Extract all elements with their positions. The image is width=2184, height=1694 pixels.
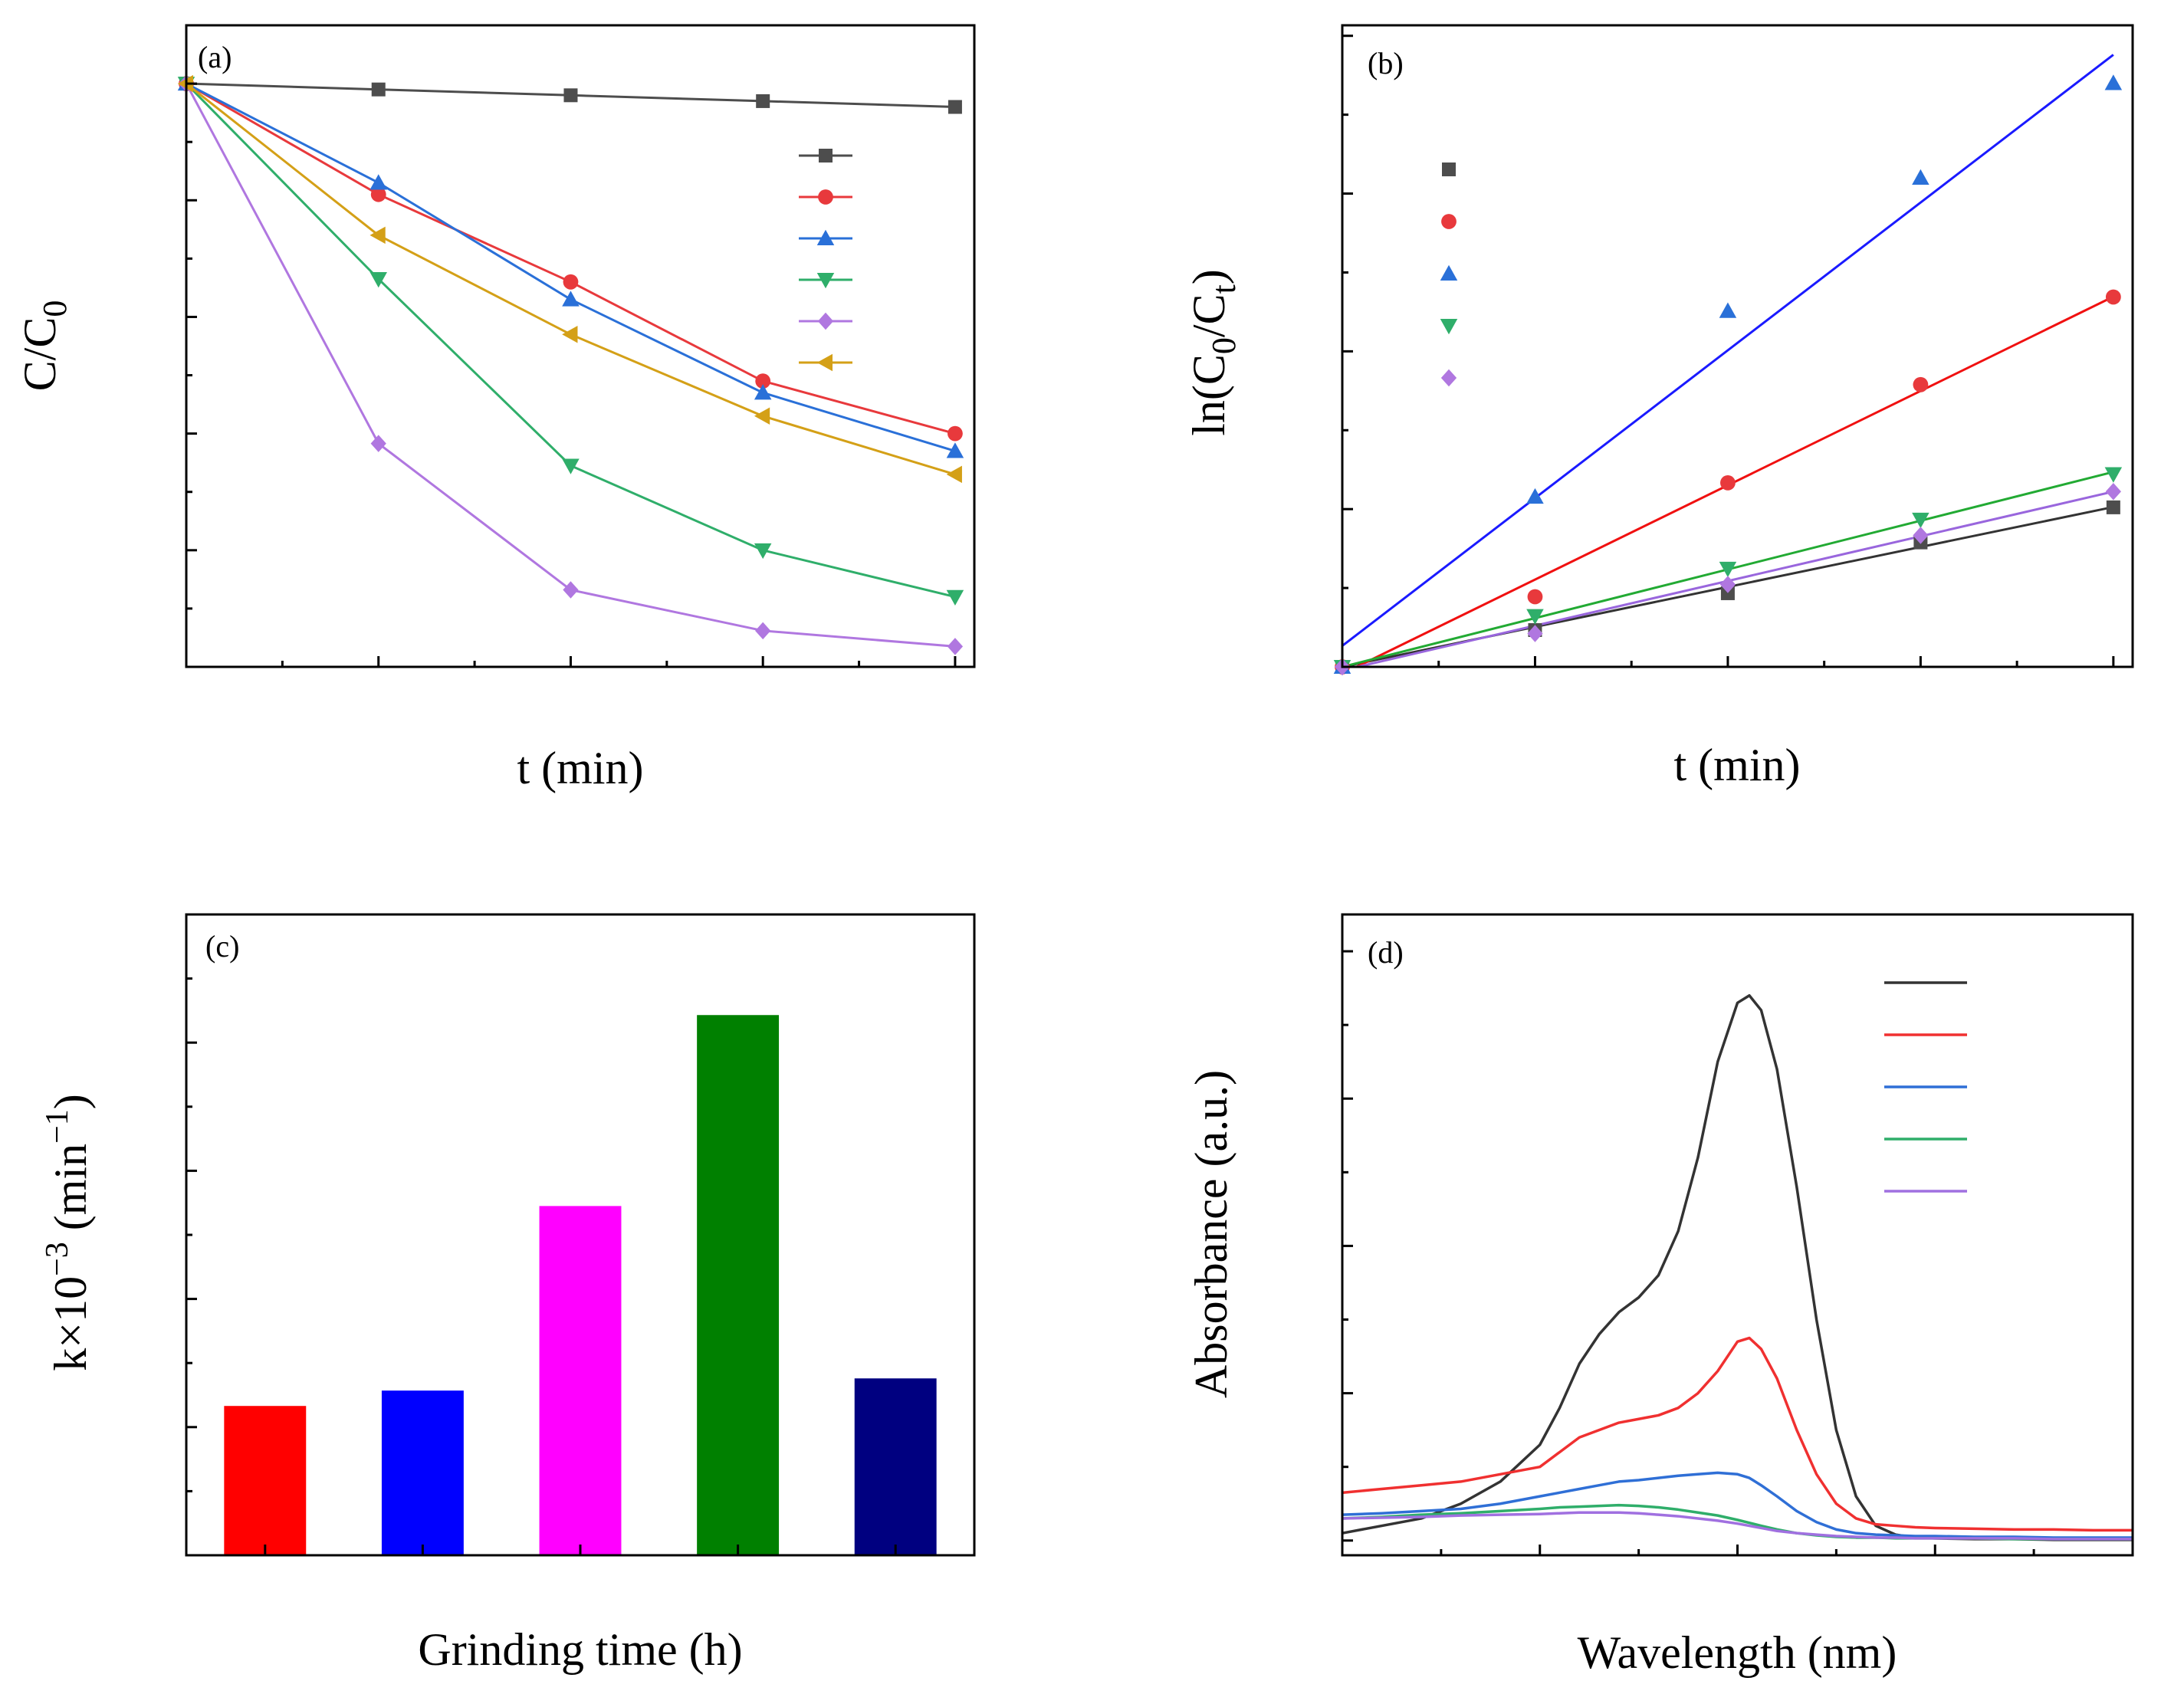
data-point-0.5 h bbox=[1913, 527, 1929, 544]
data-point-Blank bbox=[563, 88, 578, 103]
data-point-0.5 h bbox=[946, 442, 964, 458]
bar-0.5 bbox=[381, 1390, 464, 1555]
data-point-1 h bbox=[1913, 376, 1929, 392]
data-point-2.0 h bbox=[754, 407, 770, 425]
data-point-0h bbox=[755, 373, 771, 389]
legend-marker bbox=[1442, 163, 1456, 176]
data-point-Blank bbox=[947, 100, 962, 114]
data-point-0h bbox=[563, 274, 579, 290]
bar-2.0 bbox=[854, 1378, 937, 1555]
panel-c-label: (c) bbox=[205, 929, 239, 964]
panel-a: (a) t (min) C/C0 bbox=[15, 24, 976, 793]
data-point-0 h bbox=[2106, 500, 2120, 514]
data-point-1.5 h bbox=[370, 435, 386, 452]
panel-c-xlabel: Grinding time (h) bbox=[418, 1624, 742, 1675]
data-point-1.0 h bbox=[562, 458, 580, 474]
data-point-0.5 h bbox=[562, 291, 580, 307]
fit-line-1.5 h bbox=[1342, 54, 2114, 647]
data-point-1.5 h bbox=[2104, 74, 2123, 90]
panel-b-frame bbox=[1341, 24, 2134, 668]
data-point-1.0 h bbox=[369, 271, 387, 288]
data-point-0.5 h bbox=[754, 384, 772, 400]
panel-d: (d) Wavelength (nm) Absorbance (a.u.) bbox=[1186, 913, 2134, 1678]
data-point-2.0 h bbox=[369, 226, 386, 245]
panel-d-legend bbox=[1884, 981, 1967, 1193]
data-point-1.0 h bbox=[946, 589, 964, 606]
data-point-Blank bbox=[371, 82, 386, 97]
panel-d-xlabel: Wavelength (nm) bbox=[1578, 1627, 1897, 1678]
data-point-0.5 h bbox=[2105, 483, 2121, 501]
legend-marker bbox=[816, 229, 835, 245]
data-point-2.0 h bbox=[946, 465, 962, 484]
panel-b-label: (b) bbox=[1368, 46, 1404, 80]
data-point-0 h bbox=[1720, 586, 1735, 600]
data-point-Blank bbox=[756, 94, 770, 108]
panel-d-marks bbox=[1342, 993, 2133, 1541]
data-point-2 h bbox=[1526, 609, 1544, 625]
panel-a-label: (a) bbox=[198, 40, 232, 74]
data-point-0.5 h bbox=[369, 174, 387, 190]
panel-c: (c) Grinding time (h) k×10−3 (min−1) bbox=[40, 913, 976, 1675]
data-point-1.5 h bbox=[1526, 488, 1544, 504]
legend-marker bbox=[1440, 319, 1458, 335]
panel-a-xlabel: t (min) bbox=[517, 743, 644, 793]
panel-c-ylabel: k×10−3 (min−1) bbox=[40, 1094, 96, 1371]
bar-1.0 bbox=[539, 1206, 622, 1555]
panel-b-ylabel: ln(C0/Ct) bbox=[1184, 269, 1243, 436]
data-point-0.5 h bbox=[1527, 625, 1543, 642]
panel-b-xlabel: t (min) bbox=[1674, 740, 1801, 790]
panel-d-ticks bbox=[1341, 950, 2134, 1555]
panel-d-ylabel: Absorbance (a.u.) bbox=[1186, 1070, 1237, 1398]
spectrum-10 min bbox=[1342, 1336, 2133, 1532]
legend-marker bbox=[1440, 369, 1457, 387]
data-point-1 h bbox=[1720, 474, 1736, 491]
legend-marker bbox=[1440, 264, 1458, 281]
data-point-0h bbox=[947, 425, 963, 442]
data-point-1 h bbox=[1527, 589, 1543, 605]
legend-marker bbox=[816, 353, 833, 372]
legend-marker bbox=[817, 312, 834, 330]
data-point-2 h bbox=[1912, 512, 1929, 529]
panel-c-marks bbox=[224, 1015, 937, 1555]
data-point-1.5 h bbox=[947, 638, 964, 655]
panel-b: (b) t (min) ln(C0/Ct) bbox=[1184, 24, 2134, 790]
panel-a-legend bbox=[799, 149, 852, 372]
panel-a-ylabel: C/C0 bbox=[15, 300, 74, 392]
panel-c-ticks bbox=[186, 913, 897, 1557]
legend-marker bbox=[819, 149, 833, 163]
data-point-1 h bbox=[2105, 289, 2121, 305]
bar-0.0 bbox=[224, 1406, 307, 1555]
bar-1.5 bbox=[697, 1015, 780, 1555]
legend-marker bbox=[816, 273, 835, 289]
data-point-1.0 h bbox=[754, 543, 772, 560]
spectrum-20 min bbox=[1342, 1471, 2133, 1539]
panel-b-marks bbox=[1333, 54, 2123, 676]
panel-b-ticks bbox=[1341, 34, 2115, 668]
legend-marker bbox=[818, 189, 833, 205]
data-point-1.5 h bbox=[1912, 169, 1929, 185]
data-point-2.0 h bbox=[562, 326, 578, 343]
panel-a-marks bbox=[177, 74, 964, 655]
legend-marker bbox=[1441, 214, 1457, 229]
data-point-1.5 h bbox=[755, 622, 771, 640]
data-point-1.5 h bbox=[1719, 302, 1737, 318]
panel-a-ticks bbox=[185, 82, 957, 668]
panel-a-ylabel-subscript: 0 bbox=[36, 300, 74, 317]
panel-a-frame bbox=[185, 24, 976, 668]
data-point-1.5 h bbox=[563, 581, 579, 599]
panel-d-label: (d) bbox=[1368, 935, 1404, 970]
panel-b-legend bbox=[1440, 163, 1458, 387]
data-point-0h bbox=[370, 186, 386, 202]
spectrum-40 min bbox=[1342, 1511, 2133, 1541]
data-point-0.5 h bbox=[1719, 576, 1736, 593]
data-point-2 h bbox=[2104, 467, 2123, 483]
data-point-2 h bbox=[1719, 561, 1737, 578]
